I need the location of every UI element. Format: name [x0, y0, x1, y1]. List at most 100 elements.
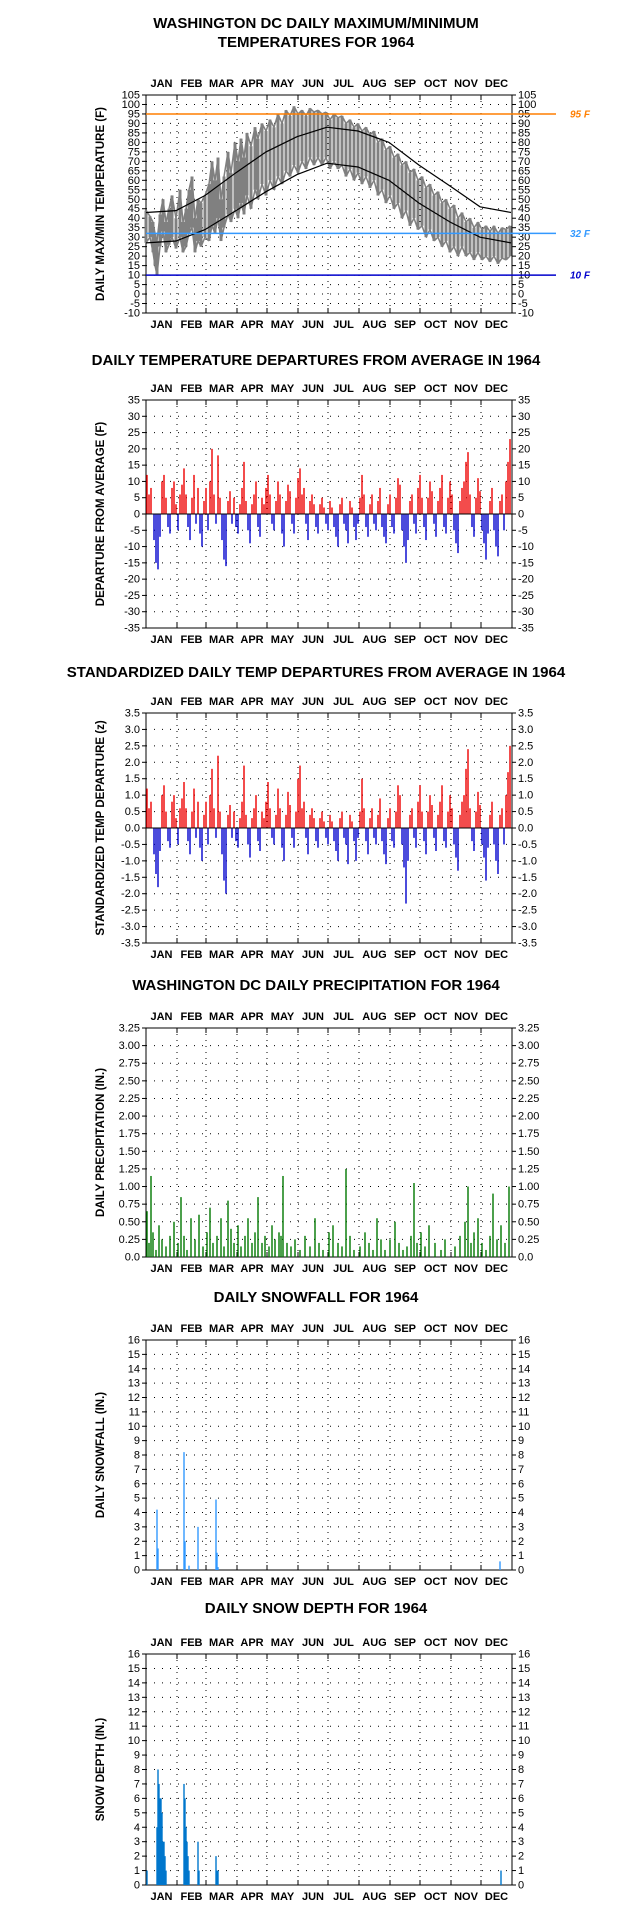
month-label-bottom: JUL [333, 1576, 354, 1588]
departure-bar-positive [429, 795, 431, 828]
y-tick-label-left: 1.00 [119, 1181, 140, 1193]
y-tick-label-right: 13 [518, 1378, 530, 1390]
departure-bar-positive [267, 782, 269, 828]
y-tick-label-left: 90 [128, 118, 140, 130]
month-label-bottom: FEB [181, 1576, 203, 1588]
departure-bar-positive [477, 791, 479, 828]
departure-bar-negative [225, 514, 227, 567]
departure-bar-positive [243, 461, 245, 514]
normal-max-line [145, 126, 512, 214]
month-label-top: JUL [333, 78, 354, 90]
departure-bar-negative [221, 828, 223, 855]
departure-bar-positive [461, 801, 463, 828]
y-tick-label-right: -30 [518, 606, 534, 618]
chart-title: DAILY SNOWFALL FOR 1964 [214, 1289, 419, 1306]
daily-max-trace [437, 191, 443, 204]
departure-bar-positive [421, 811, 423, 828]
daily-min-trace [409, 217, 415, 227]
departure-bar-negative [345, 514, 347, 531]
departure-bar-positive [269, 494, 271, 514]
y-tick-label-right: 1.00 [518, 1181, 539, 1193]
departure-bar-negative [381, 514, 383, 528]
departure-bar-positive [419, 785, 421, 828]
departure-bar-positive [429, 481, 431, 514]
month-label-bottom: NOV [454, 1576, 479, 1588]
departure-bar-positive [181, 798, 183, 828]
y-tick-label-left: 8 [134, 1764, 140, 1776]
departure-bar-negative [373, 514, 375, 524]
month-label-bottom: APR [240, 1576, 263, 1588]
y-tick-label-right: 105 [518, 90, 536, 102]
daily-max-trace [457, 212, 463, 219]
departure-bar-negative [281, 828, 283, 848]
month-label-top: DEC [485, 1011, 508, 1023]
month-label-top: DEC [485, 696, 508, 708]
plot-frame [145, 1653, 513, 1886]
departure-bar-positive [179, 808, 181, 828]
month-label-bottom: AUG [362, 1891, 386, 1903]
departure-bar-negative [335, 514, 337, 537]
departure-bar-positive [409, 814, 411, 828]
month-label-bottom: NOV [454, 634, 479, 646]
precip-bar [146, 1211, 148, 1257]
y-tick-label-left: 16 [128, 1649, 140, 1661]
y-tick-label-left: 60 [128, 175, 140, 187]
y-tick-label-right: -10 [518, 308, 534, 320]
departure-bar-positive [451, 494, 453, 514]
month-label-top: AUG [362, 696, 386, 708]
month-label-top: APR [240, 1323, 263, 1335]
departure-bar-negative [273, 514, 275, 531]
daily-max-trace [369, 130, 375, 136]
daily-max-trace [505, 225, 511, 231]
y-tick-label-right: 0.0 [518, 823, 533, 835]
month-label-top: JUN [302, 1011, 324, 1023]
daily-max-trace [145, 210, 151, 217]
departure-bar-negative [347, 828, 349, 865]
daily-max-trace [401, 160, 407, 166]
month-label-bottom: JUL [333, 634, 354, 646]
month-label-top: JUL [333, 1323, 354, 1335]
departure-bar-negative [307, 514, 309, 541]
month-label-bottom: DEC [485, 1576, 508, 1588]
precip-bar [194, 1239, 196, 1257]
month-label-top: FEB [181, 1637, 203, 1649]
y-tick-label-right: 4 [518, 1507, 524, 1519]
daily-max-trace [152, 221, 156, 234]
y-tick-label-right: 10 [518, 476, 530, 488]
departure-bar-negative [473, 828, 475, 851]
y-tick-label-right: 3.5 [518, 708, 533, 720]
y-tick-label-left: 10 [128, 270, 140, 282]
month-label-bottom: AUG [362, 634, 386, 646]
departure-bar-positive [475, 811, 477, 828]
precip-bar [398, 1242, 400, 1257]
daily-min-trace [497, 257, 503, 265]
daily-max-trace [453, 204, 459, 219]
y-tick-label-left: 30 [128, 232, 140, 244]
y-tick-label-left: 5 [134, 279, 140, 291]
daily-max-trace [191, 176, 196, 219]
daily-min-trace [449, 246, 455, 253]
departure-bar-positive [255, 795, 257, 828]
y-tick-label-right: -20 [518, 574, 534, 586]
y-tick-label-left: -3.0 [121, 921, 140, 933]
y-tick-label-left: -25 [124, 590, 140, 602]
departure-bar-negative [497, 514, 499, 557]
month-label-top: JUN [302, 1323, 324, 1335]
departure-bar-positive [209, 795, 211, 828]
month-label-top: MAY [271, 1011, 295, 1023]
y-tick-label-left: 0.25 [119, 1234, 140, 1246]
precip-bar [372, 1249, 374, 1257]
month-label-bottom: NOV [454, 1263, 479, 1275]
departure-bar-positive [329, 500, 331, 514]
departure-bar-positive [431, 805, 433, 828]
precip-bar [223, 1246, 225, 1257]
snowdepth-bar [185, 1827, 187, 1885]
y-tick-label-left: -5 [130, 298, 140, 310]
departure-bar-positive [229, 805, 231, 828]
departure-bar-positive [341, 811, 343, 828]
daily-max-trace [497, 227, 503, 234]
departure-bar-positive [171, 801, 173, 828]
month-label-top: MAY [271, 1323, 295, 1335]
daily-min-trace [200, 236, 206, 247]
